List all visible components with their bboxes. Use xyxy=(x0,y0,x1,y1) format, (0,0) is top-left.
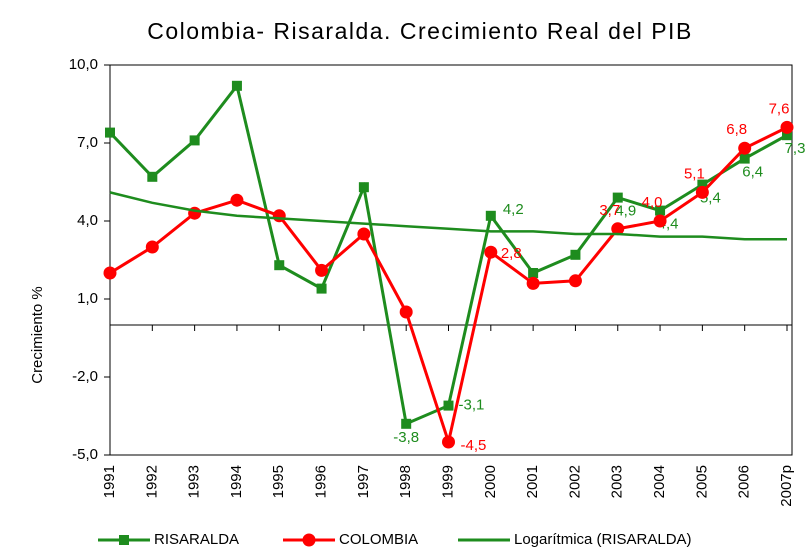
legend-label: COLOMBIA xyxy=(339,531,418,548)
series-line xyxy=(109,191,787,241)
x-tick-label: 1991 xyxy=(101,465,118,498)
point-marker xyxy=(526,276,540,290)
data-label: 6,4 xyxy=(742,164,763,181)
x-tick-label: 2003 xyxy=(609,465,626,498)
point-marker xyxy=(570,249,581,260)
point-marker xyxy=(442,435,455,449)
point-marker xyxy=(357,227,371,241)
point-marker xyxy=(315,263,329,277)
x-tick-label: 1998 xyxy=(397,465,414,498)
data-label: 4,2 xyxy=(503,201,524,218)
point-marker xyxy=(105,127,115,138)
x-tick-label: 1999 xyxy=(439,465,456,498)
data-label: 7,3 xyxy=(785,140,806,157)
data-label: 2,8 xyxy=(501,245,522,262)
point-marker xyxy=(399,305,413,319)
point-marker xyxy=(484,245,498,259)
point-marker xyxy=(401,418,412,429)
point-marker xyxy=(358,182,369,193)
point-marker xyxy=(272,209,286,223)
y-tick-label: 10,0 xyxy=(69,56,98,73)
x-tick-label: 2007p xyxy=(778,465,795,507)
point-marker xyxy=(145,240,159,254)
data-label: -4,5 xyxy=(461,437,487,454)
data-label: 4,0 xyxy=(642,194,663,211)
point-marker xyxy=(147,171,158,182)
point-marker xyxy=(568,274,582,288)
point-marker xyxy=(738,141,752,155)
x-tick-label: 2006 xyxy=(736,465,753,498)
y-tick-label: 7,0 xyxy=(77,134,98,151)
point-marker xyxy=(611,222,625,236)
point-marker xyxy=(316,283,327,294)
x-tick-label: 2001 xyxy=(524,465,541,498)
point-marker xyxy=(697,179,708,190)
point-marker xyxy=(782,130,792,141)
y-tick-label: 4,0 xyxy=(77,212,98,229)
legend-marker xyxy=(302,533,316,547)
y-tick-label: -2,0 xyxy=(72,368,98,385)
plot-frame xyxy=(109,64,793,456)
y-tick-label: 1,0 xyxy=(77,290,98,307)
x-tick-label: 1993 xyxy=(186,465,203,498)
data-label: 3,7 xyxy=(599,202,620,219)
point-marker xyxy=(189,135,200,146)
point-marker xyxy=(653,214,667,228)
point-marker xyxy=(443,400,454,411)
x-tick-label: 2004 xyxy=(651,465,668,498)
point-marker xyxy=(780,120,794,134)
y-axis-label: Crecimiento % xyxy=(29,286,46,384)
legend-label: RISARALDA xyxy=(154,531,239,548)
chart-title: Colombia- Risaralda. Crecimiento Real de… xyxy=(147,18,693,44)
series-line xyxy=(108,82,788,426)
data-label: 5,1 xyxy=(684,165,705,182)
point-marker xyxy=(739,153,750,164)
legend-label: Logarítmica (RISARALDA) xyxy=(514,531,692,548)
x-tick-label: 1992 xyxy=(143,465,160,498)
data-label: -3,1 xyxy=(459,397,485,414)
data-label: 4,9 xyxy=(615,203,636,220)
point-marker xyxy=(612,192,623,203)
x-tick-label: 1994 xyxy=(228,465,245,498)
x-tick-label: 1996 xyxy=(313,465,330,498)
point-marker xyxy=(230,193,244,207)
point-marker xyxy=(274,260,285,271)
point-marker xyxy=(695,185,709,199)
legend-marker xyxy=(119,535,129,545)
x-tick-label: 1997 xyxy=(355,465,372,498)
x-tick-label: 2000 xyxy=(482,465,499,498)
x-tick-label: 2005 xyxy=(693,465,710,498)
point-marker xyxy=(231,80,242,91)
data-label: -3,8 xyxy=(393,429,419,446)
point-marker xyxy=(655,205,666,216)
data-label: 6,8 xyxy=(726,121,747,138)
y-tick-label: -5,0 xyxy=(72,446,98,463)
x-tick-label: 2002 xyxy=(566,465,583,498)
point-marker xyxy=(103,266,117,280)
point-marker xyxy=(485,210,496,221)
data-label: 7,6 xyxy=(769,100,790,117)
point-marker xyxy=(528,268,539,278)
x-tick-label: 1995 xyxy=(270,465,287,498)
